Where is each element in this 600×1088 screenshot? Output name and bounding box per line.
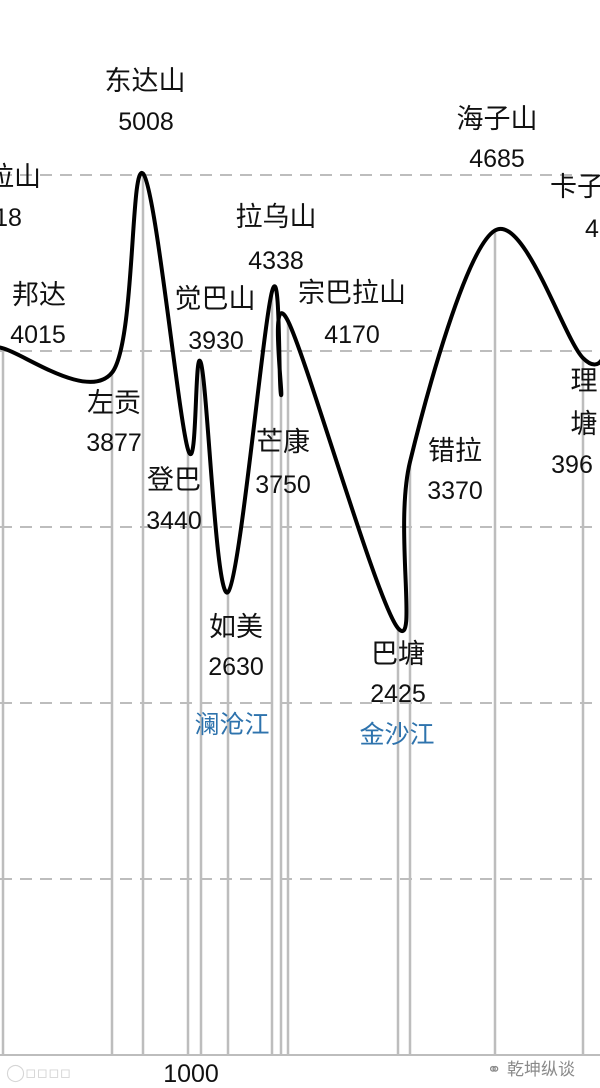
label-bangda: 邦达 [12,280,66,311]
label-dongdashan: 东达山 [104,66,186,97]
data-point-觉巴山 [200,362,202,364]
watermark-right: ⚭ 乾坤纵谈 [487,1055,575,1080]
elev-dongdashan: 5008 [118,108,174,136]
data-point-左贡 [111,372,113,374]
data-point-如美 [227,591,229,593]
data-point-芒康 [280,394,282,396]
label-rumei: 如美 [209,612,263,643]
data-point-巴塘 [397,627,399,629]
data-point-拉乌山 [271,291,273,293]
label-left-clipped: 拉山 [0,162,41,193]
label-litang-2: 塘 [570,409,598,440]
river-jinshajiang: 金沙江 [359,720,435,749]
label-zuogong: 左贡 [87,388,141,419]
elev-right-clipped: 4 [585,215,599,243]
x-tick-label: 1000 [163,1060,219,1088]
elev-zongbalashan: 4170 [324,321,380,349]
elev-left-clipped: 18 [0,204,22,232]
data-point-错拉 [409,461,411,463]
elev-mangkang: 3750 [255,471,311,499]
label-batang: 巴塘 [371,639,425,670]
label-cuola: 错拉 [428,436,482,467]
data-point-邦达 [2,347,4,349]
elev-litang: 396 [551,451,593,479]
label-dengba: 登巴 [147,465,201,496]
elev-dengba: 3440 [146,507,202,535]
river-lancangjiang: 澜沧江 [194,710,270,739]
data-point-宗巴拉山 [287,320,289,322]
data-point-东达山 [142,173,144,175]
data-point-理塘 [582,357,584,359]
elevation-line [0,171,600,633]
label-haizishan: 海子山 [456,104,538,135]
label-zongbalashan: 宗巴拉山 [298,278,406,309]
elev-haizishan: 4685 [469,145,525,173]
elev-zuogong: 3877 [86,429,142,457]
label-right-clipped: 卡子 [550,172,600,203]
label-lawushan: 拉乌山 [235,202,317,233]
data-point-登巴 [187,449,189,451]
elev-lawushan: 4338 [248,247,304,275]
elev-rumei: 2630 [208,653,264,681]
label-litang-1: 理 [570,366,598,397]
label-juebashan: 觉巴山 [174,284,256,315]
label-mangkang: 芒康 [256,427,310,458]
watermark-left-logo: ◯▫▫▫▫ [6,1063,72,1083]
elev-bangda: 4015 [10,321,66,349]
elev-cuola: 3370 [427,477,483,505]
wechat-icon: ⚭ [487,1060,502,1080]
elev-batang: 2425 [370,680,426,708]
elev-juebashan: 3930 [188,327,244,355]
data-point-海子山 [494,229,496,231]
watermark-right-text: 乾坤纵谈 [507,1060,575,1080]
